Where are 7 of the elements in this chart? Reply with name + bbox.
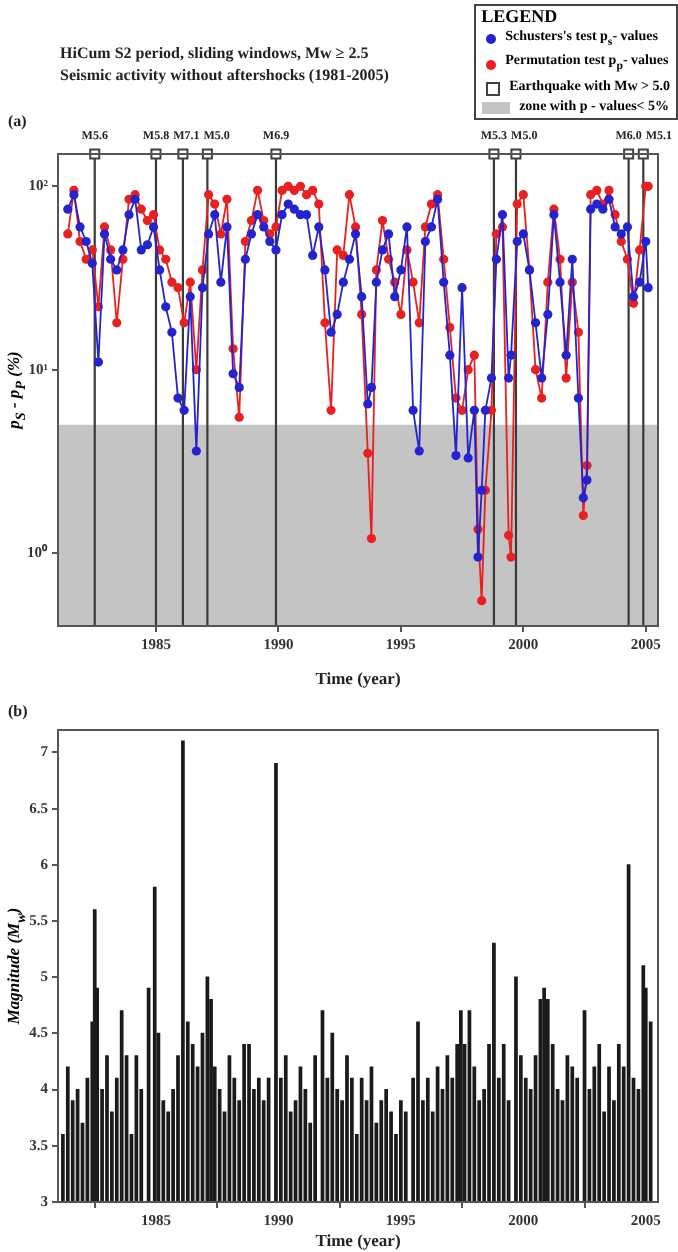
x-axis-title: Time (year) (315, 668, 401, 689)
text: (a) (8, 112, 27, 130)
legend-title: LEGEND (481, 6, 560, 27)
chart-subtitle: Seismic activity without aftershocks (1981-2005) (60, 66, 389, 84)
text: (b) (8, 702, 28, 720)
chart-title: HiCum S2 period, sliding windows, Mw ≥ 2.5 (60, 44, 369, 62)
x-axis-title: Time (year) (315, 1230, 401, 1251)
